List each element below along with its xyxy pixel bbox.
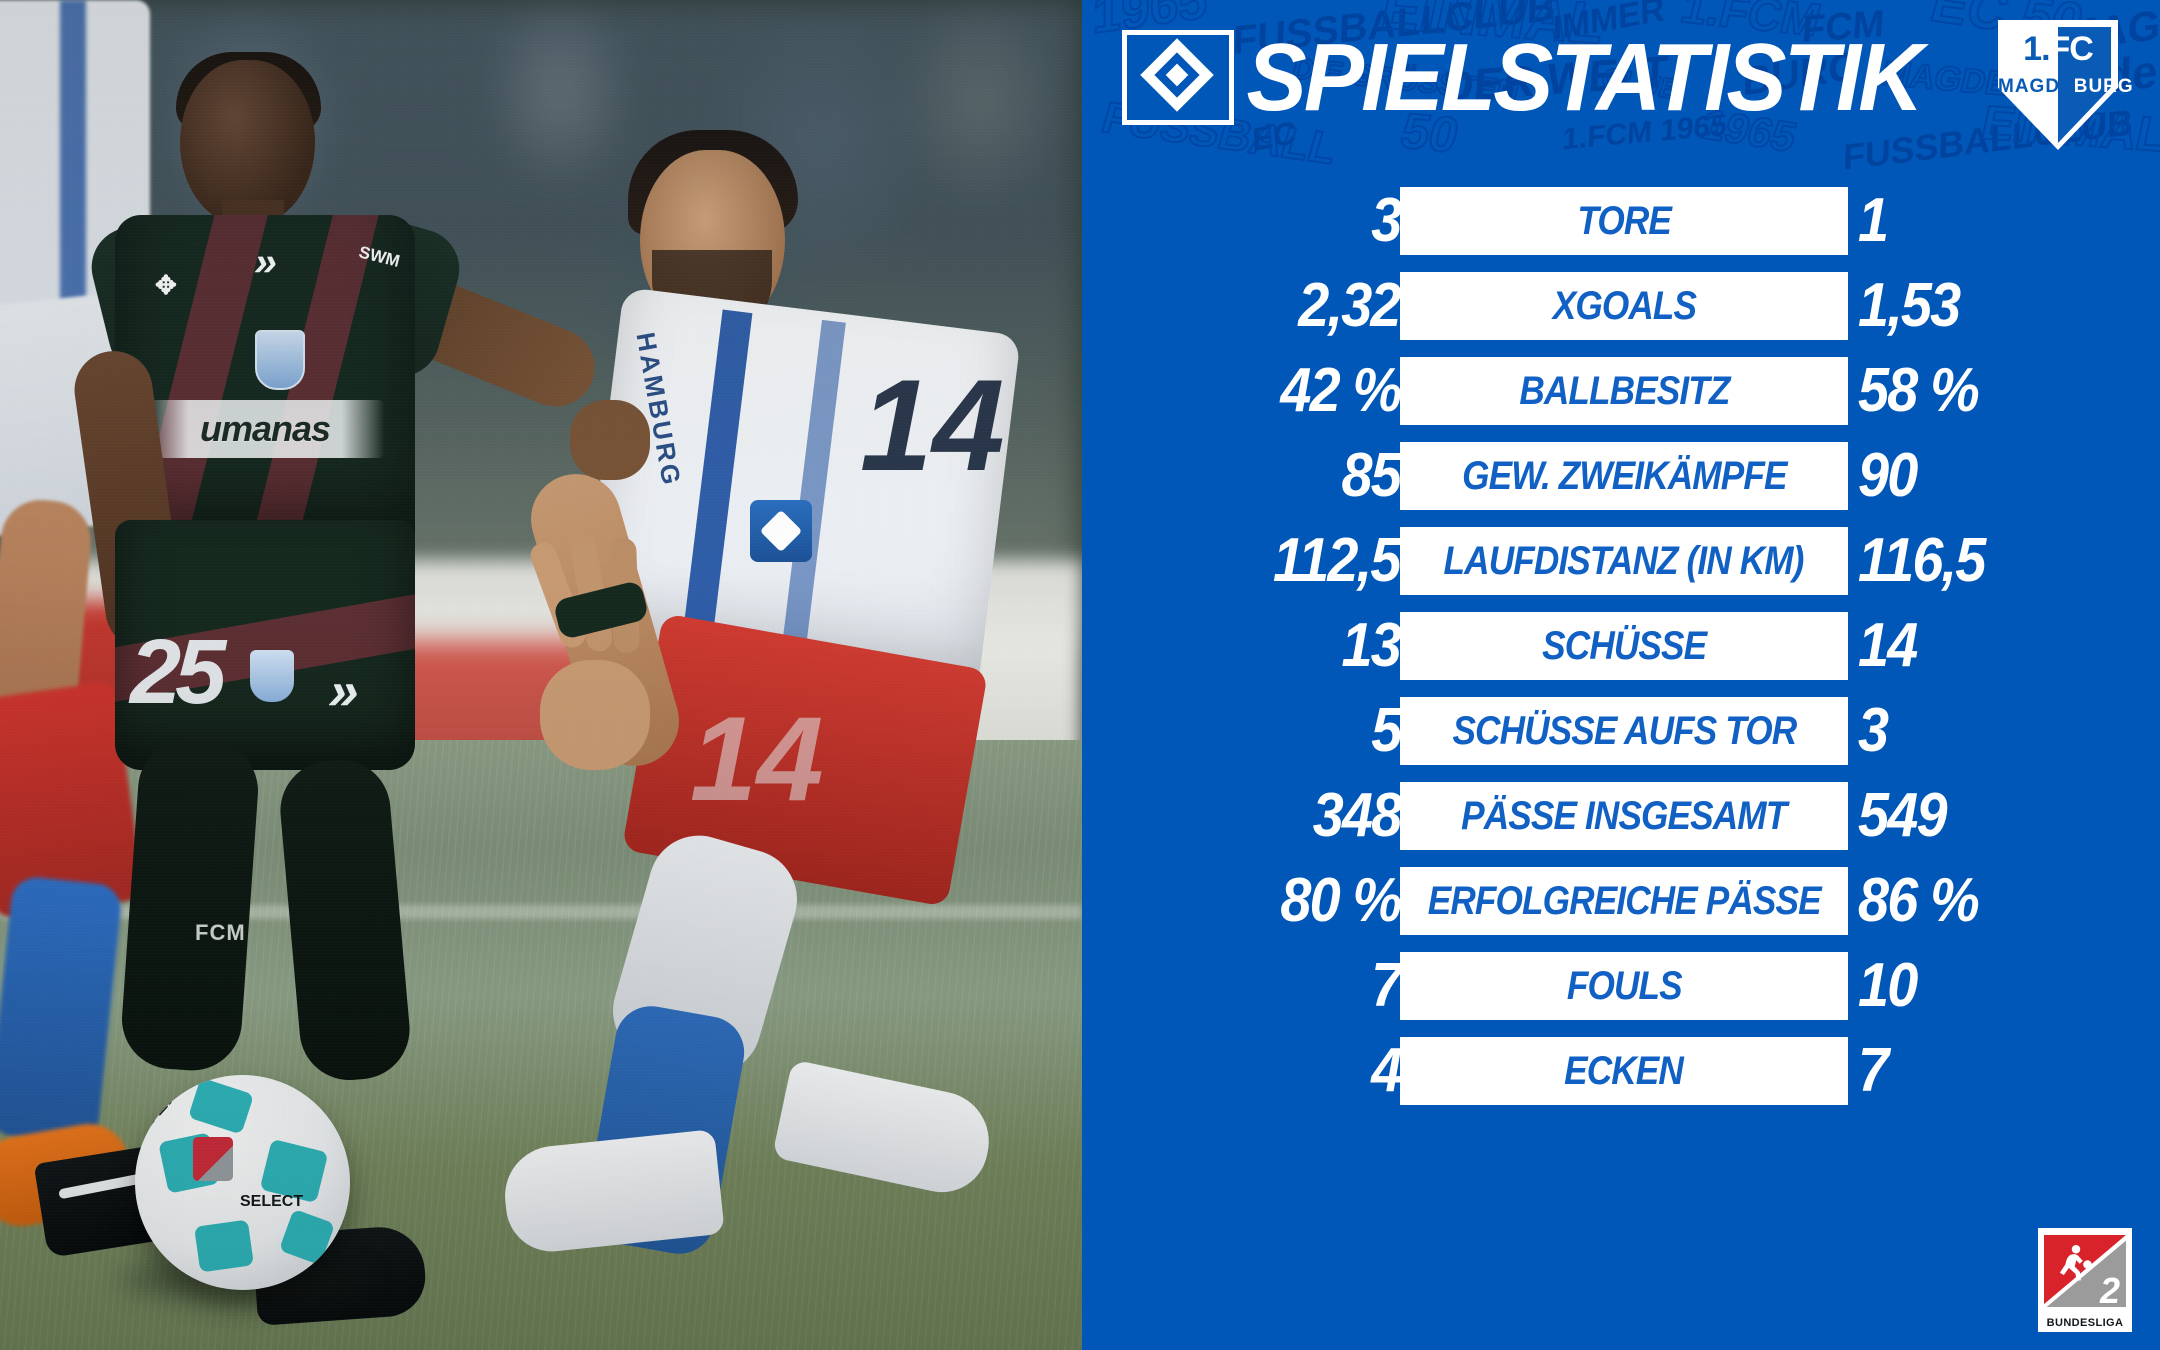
stat-label: BALLBESITZ	[1518, 368, 1730, 413]
magdeburg-shorts-number: 25	[130, 620, 226, 725]
hsv-shirt-number: 14	[860, 350, 1005, 500]
stat-label: TORE	[1577, 198, 1672, 243]
stat-away-value: 7	[1858, 1035, 1889, 1105]
fc-magdeburg-crest: 1.FC MAGDEBURG	[1998, 20, 2133, 150]
stat-label: SCHÜSSE	[1541, 623, 1707, 668]
ball-bundesliga-badge	[193, 1137, 233, 1181]
magdeburg-player-head	[180, 60, 315, 225]
crest-magde: MAGDE	[1998, 76, 2074, 97]
stat-home-value: 3	[1370, 185, 1402, 255]
stat-home-value: 5	[1370, 695, 1402, 765]
stat-label: ERFOLGREICHE PÄSSE	[1427, 878, 1822, 923]
stat-label: ECKEN	[1564, 1048, 1685, 1093]
bundesliga-player-icon	[2059, 1245, 2092, 1281]
football: DERBYSTAR SELECT	[135, 1075, 350, 1290]
stat-row: 13 SCHÜSSE 14	[1082, 603, 2160, 688]
crest-burg: BURG	[2073, 76, 2134, 97]
stat-label-pill: SCHÜSSE AUFS TOR	[1400, 696, 1848, 765]
crest-line-2: MAGDEBURG	[1998, 76, 2133, 98]
hummel-logo: ✥	[155, 270, 189, 300]
stat-away-value: 90	[1858, 440, 1918, 510]
pitch-line	[0, 905, 1082, 919]
hsv-shorts-number: 14	[690, 690, 823, 828]
stat-home-value: 42 %	[1280, 355, 1402, 425]
stat-label-pill: LAUFDISTANZ (IN KM)	[1400, 526, 1848, 595]
stat-row: 7 FOULS 10	[1082, 943, 2160, 1028]
photo-color-grade	[0, 0, 1082, 1350]
stat-label-pill: PÄSSE INSGESAMT	[1400, 781, 1848, 850]
stat-home-value: 80 %	[1280, 865, 1402, 935]
bundesliga-logo-mark: 2	[2044, 1235, 2126, 1307]
stat-away-value: 3	[1858, 695, 1889, 765]
stat-home-value: 348	[1312, 780, 1402, 850]
stat-row: 348 PÄSSE INSGESAMT 549	[1082, 773, 2160, 858]
sock-text: FCM	[195, 920, 246, 946]
stat-row: 3 TORE 1	[1082, 178, 2160, 263]
ball-select-logo: SELECT	[240, 1193, 303, 1211]
crest-line-1: 1.FC	[1998, 30, 2118, 69]
stat-home-value: 85	[1341, 440, 1402, 510]
hsv-diamond-logo	[1122, 30, 1234, 125]
magdeburg-shorts-crest	[250, 650, 294, 702]
magdeburg-shirt-crest	[255, 330, 305, 390]
stat-label: XGOALS	[1552, 283, 1696, 328]
crest-1fc-a: 1.	[2023, 30, 2050, 68]
stat-away-value: 10	[1858, 950, 1918, 1020]
stat-away-value: 58 %	[1858, 355, 1980, 425]
stat-label-pill: XGOALS	[1400, 271, 1848, 340]
stat-row: 112,5 LAUFDISTANZ (IN KM) 116,5	[1082, 518, 2160, 603]
stat-label: LAUFDISTANZ (IN KM)	[1443, 538, 1805, 583]
stat-home-value: 112,5	[1273, 525, 1401, 595]
shirt-sponsor-panel	[145, 400, 385, 458]
stat-home-value: 13	[1341, 610, 1402, 680]
stat-away-value: 14	[1858, 610, 1918, 680]
stat-label-pill: ECKEN	[1400, 1036, 1848, 1105]
magdeburg-player-shorts	[115, 520, 415, 770]
stat-row: 80 % ERFOLGREICHE PÄSSE 86 %	[1082, 858, 2160, 943]
stat-label-pill: ERFOLGREICHE PÄSSE	[1400, 866, 1848, 935]
stat-label-pill: TORE	[1400, 186, 1848, 255]
stat-home-value: 7	[1370, 950, 1402, 1020]
bundesliga-2-logo: 2 BUNDESLIGA	[2038, 1228, 2132, 1332]
stat-away-value: 1	[1858, 185, 1889, 255]
stat-row: 42 % BALLBESITZ 58 %	[1082, 348, 2160, 433]
stat-label-pill: GEW. ZWEIKÄMPFE	[1400, 441, 1848, 510]
stat-home-value: 4	[1370, 1035, 1402, 1105]
crest-1fc-b: FC	[2049, 30, 2094, 68]
stat-home-value: 2,32	[1298, 270, 1402, 340]
page-title-text: SPIELSTATISTIK	[1246, 24, 1924, 131]
stat-away-value: 86 %	[1858, 865, 1980, 935]
panel-header: SPIELSTATISTIK 1.FC MAGDEBURG	[1082, 0, 2160, 170]
statistics-list: 3 TORE 1 2,32 XGOALS 1,53 42 % BALLBESITZ 58 % 85…	[1082, 178, 2160, 1113]
bundesliga-wordmark: BUNDESLIGA	[2046, 1317, 2124, 1329]
photo-grain	[0, 0, 1082, 1350]
match-action-photo: 14 HAMBURG 14 ✥ ›› SWM umanas	[0, 0, 1082, 1350]
hsv-shirt-badge	[750, 500, 812, 562]
stat-away-value: 1,53	[1858, 270, 1961, 340]
stat-label-pill: SCHÜSSE	[1400, 611, 1848, 680]
stat-label: SCHÜSSE AUFS TOR	[1452, 708, 1797, 753]
stat-row: 4 ECKEN 7	[1082, 1028, 2160, 1113]
stat-label: GEW. ZWEIKÄMPFE	[1461, 453, 1787, 498]
page-title: SPIELSTATISTIK	[1247, 18, 1924, 138]
background-player-stripe	[60, 0, 86, 330]
stat-label-pill: BALLBESITZ	[1400, 356, 1848, 425]
stat-row: 2,32 XGOALS 1,53	[1082, 263, 2160, 348]
stat-row: 85 GEW. ZWEIKÄMPFE 90	[1082, 433, 2160, 518]
stat-away-value: 549	[1858, 780, 1948, 850]
shirt-sponsor-text: umanas	[150, 408, 380, 450]
hsv-player-hand	[540, 660, 650, 770]
magdeburg-player-right-hand	[570, 400, 650, 480]
stat-label-pill: FOULS	[1400, 951, 1848, 1020]
stat-row: 5 SCHÜSSE AUFS TOR 3	[1082, 688, 2160, 773]
bundesliga-tier-number: 2	[2099, 1270, 2120, 1308]
stat-away-value: 116,5	[1858, 525, 1986, 595]
stat-label: FOULS	[1566, 963, 1683, 1008]
stat-label: PÄSSE INSGESAMT	[1461, 793, 1787, 838]
